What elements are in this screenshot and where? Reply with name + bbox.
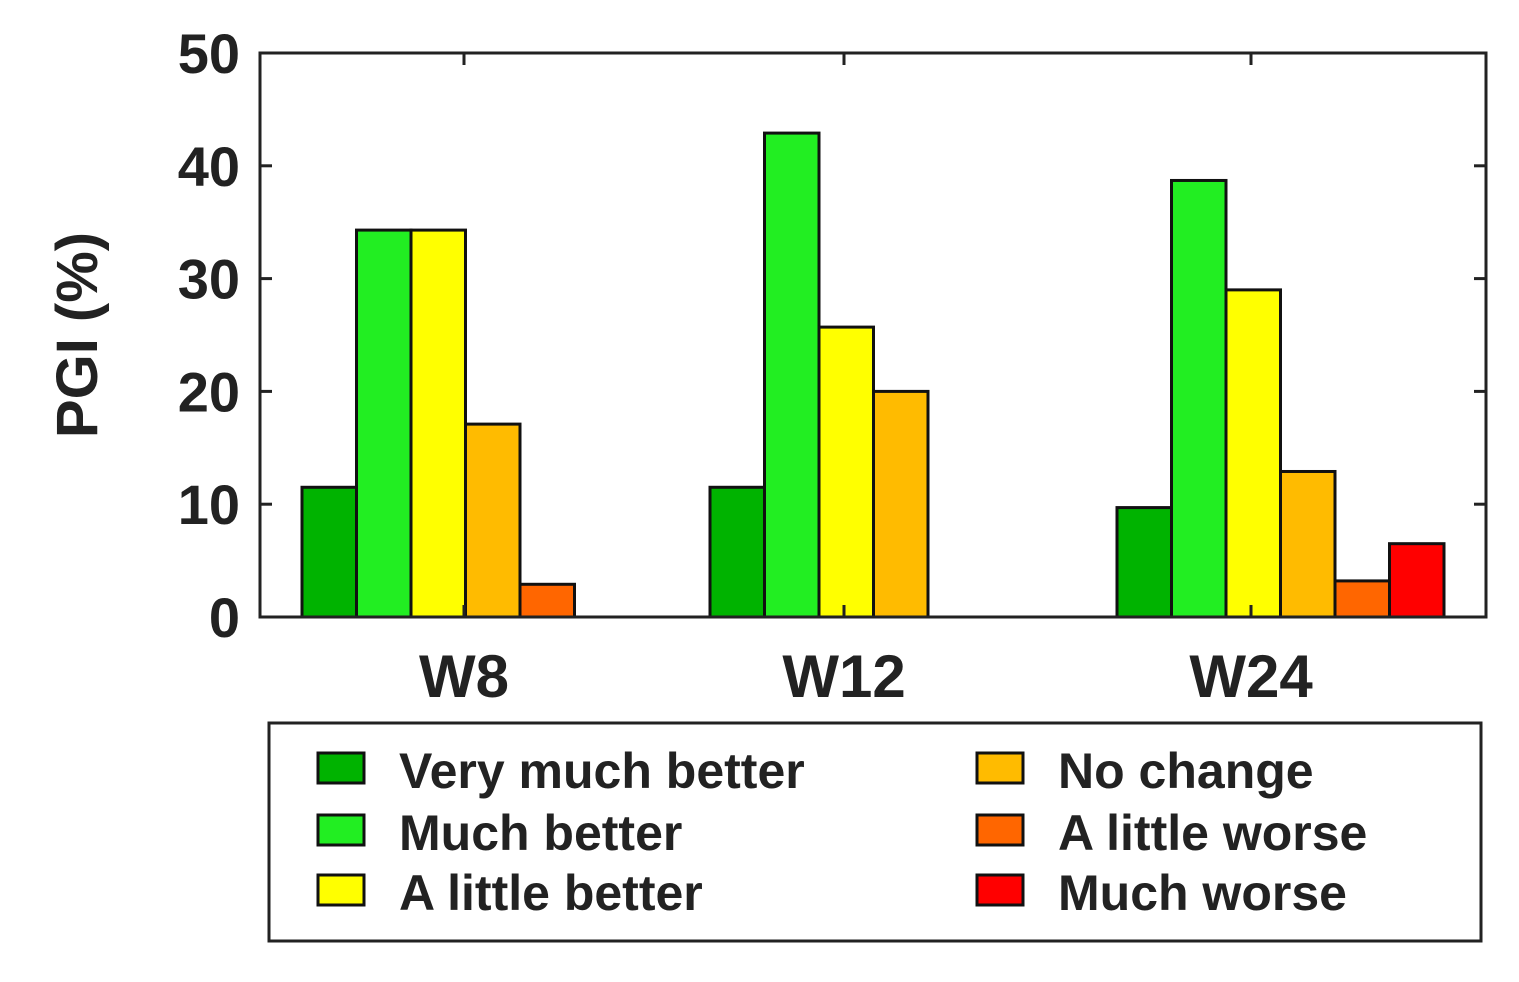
x-tick-label: W8: [419, 643, 509, 710]
bar-no-change-w24: [1279, 469, 1337, 619]
bar-no-change-w8: [464, 422, 522, 619]
legend-label: No change: [1058, 743, 1314, 799]
bar-a-little-worse-w24: [1333, 579, 1391, 619]
legend-box: [267, 721, 1483, 943]
bar-much-worse-w24: [1388, 542, 1446, 619]
legend-label: A little worse: [1058, 805, 1367, 861]
y-tick-label: 30: [178, 248, 240, 311]
legend-swatch: [975, 751, 1025, 785]
bars-layer: [300, 131, 1446, 619]
legend-label: Much better: [399, 805, 682, 861]
bar-much-better-w12: [763, 131, 821, 619]
legend-swatch: [316, 873, 366, 907]
bar-a-little-worse-w8: [518, 582, 576, 619]
bar-a-little-better-w12: [817, 325, 875, 619]
y-axis: 0 10 20 30 40 50: [178, 22, 1486, 649]
bar-very-much-better-w8: [300, 485, 358, 619]
bar-a-little-better-w8: [409, 228, 467, 619]
y-tick-label: 20: [178, 360, 240, 423]
legend-swatch: [975, 873, 1025, 907]
bar-very-much-better-w12: [708, 485, 766, 619]
legend-label: Much worse: [1058, 865, 1347, 921]
bar-much-better-w8: [355, 228, 413, 619]
y-axis-label: PGI (%): [45, 232, 110, 438]
bar-much-better-w24: [1170, 178, 1228, 619]
y-tick-label: 0: [209, 586, 240, 649]
x-tick-label: W12: [782, 643, 905, 710]
bar-no-change-w12: [872, 389, 930, 619]
legend-swatch: [316, 751, 366, 785]
legend-swatch: [975, 813, 1025, 847]
legend-label: Very much better: [399, 743, 805, 799]
y-tick-label: 40: [178, 135, 240, 198]
x-tick-label: W24: [1189, 643, 1313, 710]
y-tick-label: 10: [178, 473, 240, 536]
plot-frame: [258, 51, 1488, 619]
bar-very-much-better-w24: [1115, 506, 1173, 619]
bar-a-little-better-w24: [1224, 288, 1282, 619]
y-tick-label: 50: [178, 22, 240, 85]
legend-swatch: [316, 813, 366, 847]
legend-label: A little better: [399, 865, 703, 921]
x-axis: W8 W12 W24: [419, 53, 1313, 710]
